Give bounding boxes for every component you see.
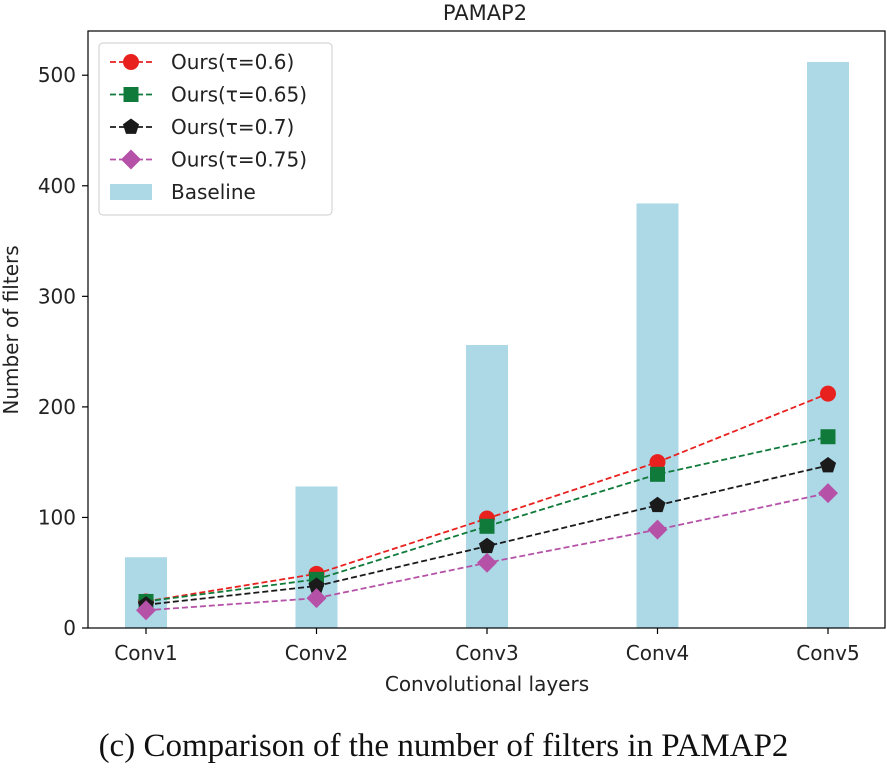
series-4-point-2 bbox=[306, 588, 327, 609]
baseline-bar-conv3 bbox=[466, 344, 508, 628]
chart: PAMAP2 0 100 200 300 400 500 Conv1 Conv2 Conv3 Co… bbox=[0, 1, 886, 696]
legend-label-1: Ours(τ=0.6) bbox=[171, 50, 294, 74]
series-1-point-4 bbox=[649, 454, 666, 471]
y-axis-label: Number of filters bbox=[0, 245, 23, 414]
y-tick-label: 500 bbox=[38, 63, 76, 87]
x-axis-label: Convolutional layers bbox=[385, 672, 589, 696]
x-tick-label: Conv4 bbox=[626, 641, 689, 665]
x-tick-label: Conv5 bbox=[796, 641, 859, 665]
y-tick-label: 400 bbox=[38, 174, 76, 198]
series-4-point-4 bbox=[647, 519, 668, 540]
legend-label-2: Ours(τ=0.65) bbox=[171, 83, 307, 107]
legend-label-baseline: Baseline bbox=[171, 180, 256, 204]
plot-area bbox=[125, 61, 849, 628]
legend-marker-2 bbox=[123, 87, 139, 102]
series-line-2 bbox=[145, 435, 829, 603]
series-4-point-1 bbox=[136, 600, 156, 621]
x-tick-label: Conv2 bbox=[285, 641, 348, 665]
x-tick-label: Conv1 bbox=[114, 641, 177, 665]
series-3-point-5 bbox=[819, 456, 837, 473]
legend-label-3: Ours(τ=0.7) bbox=[171, 115, 294, 139]
y-tick-label: 0 bbox=[63, 616, 76, 640]
baseline-bar-conv5 bbox=[807, 61, 849, 628]
series-4-point-5 bbox=[818, 483, 838, 504]
legend-marker-4 bbox=[121, 149, 141, 170]
series-2-point-3 bbox=[479, 518, 495, 534]
y-tick-label: 100 bbox=[38, 505, 76, 529]
x-tick-label: Conv3 bbox=[455, 641, 518, 665]
series-3-point-4 bbox=[649, 496, 666, 513]
series-1-point-5 bbox=[820, 385, 836, 402]
y-tick-label: 200 bbox=[38, 395, 76, 419]
legend-box bbox=[98, 42, 333, 216]
legend-marker-1 bbox=[123, 54, 139, 70]
series-4-point-3 bbox=[477, 552, 497, 573]
legend-label-4: Ours(τ=0.75) bbox=[171, 148, 307, 172]
series-3-point-2 bbox=[308, 577, 325, 593]
legend-marker-3 bbox=[122, 118, 140, 134]
series-3-point-3 bbox=[478, 537, 496, 554]
chart-title: PAMAP2 bbox=[443, 1, 527, 25]
series-2-point-4 bbox=[650, 466, 665, 482]
legend-swatch-baseline bbox=[110, 184, 152, 200]
legend: Ours(τ=0.6) Ours(τ=0.65) Ours(τ=0.7) Ours(τ… bbox=[98, 42, 333, 216]
axes: 0 100 200 300 400 500 Conv1 Conv2 Conv3 Conv4 Conv… bbox=[38, 30, 886, 665]
figure-caption: (c) Comparison of the number of filters … bbox=[98, 728, 789, 764]
y-tick-label: 300 bbox=[38, 284, 76, 308]
series-2-point-5 bbox=[820, 429, 836, 445]
baseline-bar-conv4 bbox=[636, 203, 679, 628]
